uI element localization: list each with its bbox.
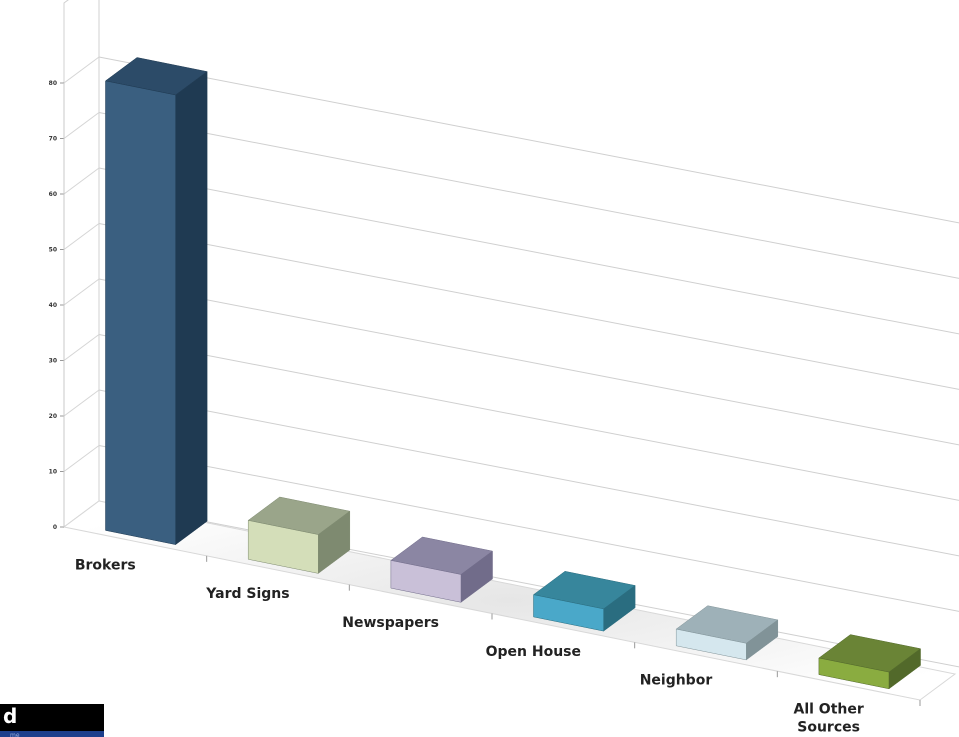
x-tick-label: Open House [486,644,581,660]
bar-front [533,594,604,632]
x-tick-label: Brokers [75,557,136,573]
side-gridline [63,223,100,250]
bar [104,57,208,546]
y-tick-label: 80 [49,80,57,87]
x-tick-label: Neighbor [640,673,713,689]
logo-subtext: me [10,732,20,737]
gridline [98,500,959,668]
side-gridline [63,389,100,417]
y-tick-label: 30 [49,358,57,365]
bar-side [175,71,208,546]
side-gridline [63,112,100,139]
gridline [98,112,959,279]
x-tick-label: All Other Sources [793,702,863,736]
bar [390,536,494,603]
y-tick-label: 70 [49,136,57,143]
side-gridline [63,56,100,84]
logo-letter: d [3,704,18,728]
bar [532,571,636,632]
x-tick-label: Newspapers [342,615,439,631]
y-tick-label: 20 [49,413,57,420]
bar [675,605,779,661]
gridline [98,389,959,557]
bar-front [247,520,319,574]
y-axis: 0 10 20 30 40 50 60 70 80 [49,80,65,531]
gridline [98,334,959,501]
side-gridline [63,445,100,472]
side-gridline [63,334,100,361]
bar [247,496,351,574]
gridline [98,167,959,335]
gridline [98,445,959,612]
corner-logo: d me [0,704,104,737]
side-gridline [63,167,100,195]
bar-front [818,657,890,690]
x-axis: Brokers Yard Signs Newspapers Open House Nei… [75,555,921,736]
side-gridline [63,278,100,306]
bar-front [390,560,462,603]
y-tick-label: 40 [49,302,57,309]
gridline [98,223,959,390]
bars [104,57,922,690]
y-tick-label: 60 [49,191,57,198]
gridline [98,278,959,446]
gridlines [63,56,959,668]
y-tick-label: 10 [49,469,57,476]
bar-front [675,628,747,661]
y-tick-label: 0 [53,524,57,531]
y-tick-label: 50 [49,247,57,254]
bar-front [105,80,176,545]
logo-strip [0,731,104,737]
gridline [98,56,959,224]
x-tick-label: Yard Signs [205,586,289,602]
bar [818,634,922,690]
